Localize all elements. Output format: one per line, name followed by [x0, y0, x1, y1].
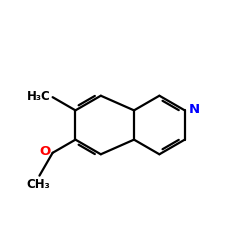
Text: CH₃: CH₃	[26, 178, 50, 191]
Text: O: O	[39, 145, 50, 158]
Text: N: N	[189, 103, 200, 116]
Text: H₃C: H₃C	[27, 90, 50, 103]
